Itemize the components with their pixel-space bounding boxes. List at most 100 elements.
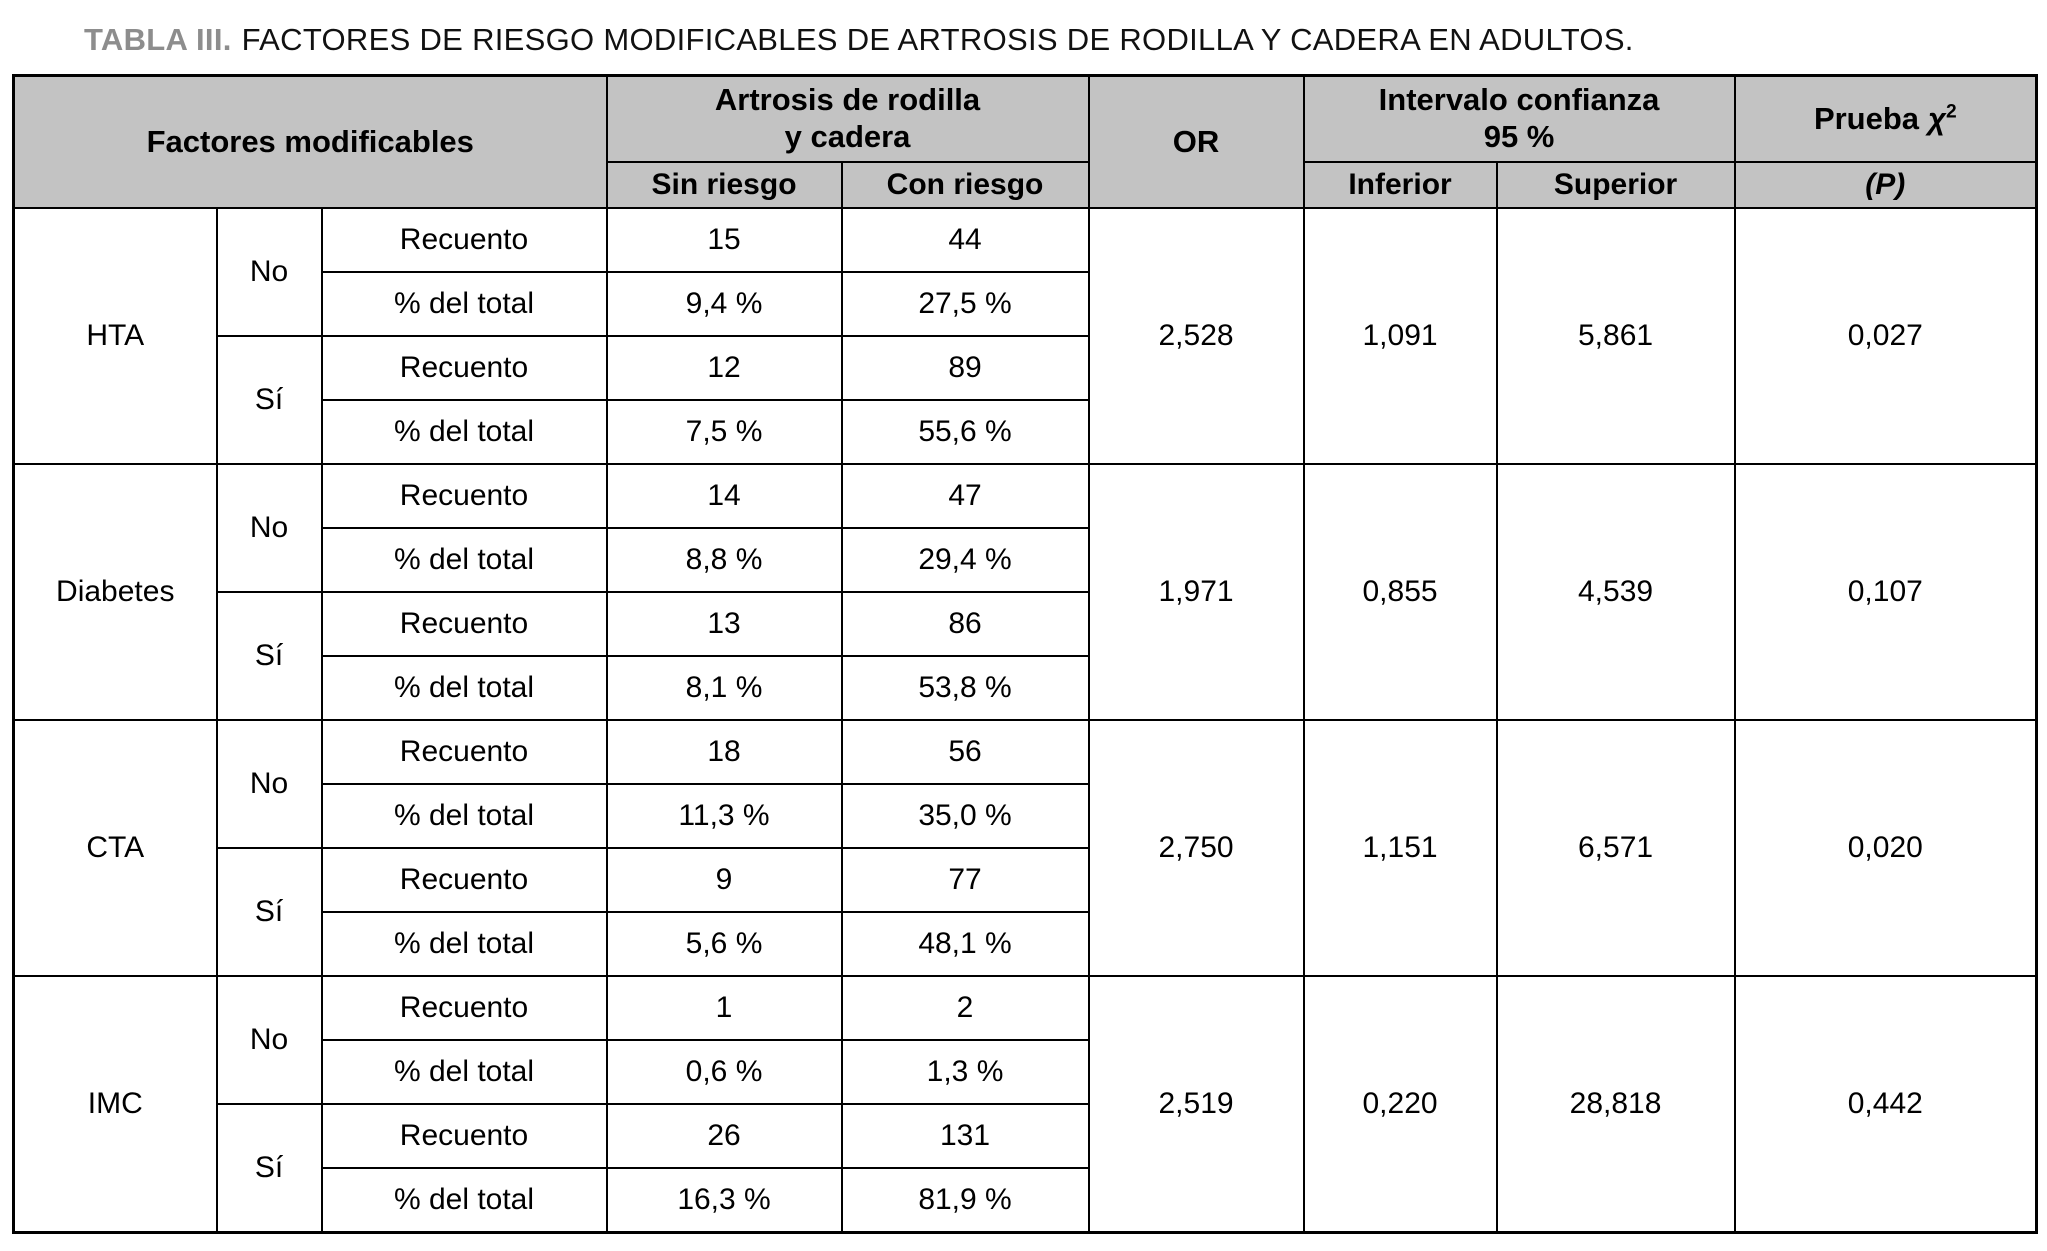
measure-label-cell: Recuento	[320, 335, 608, 401]
measure-label-cell: Recuento	[320, 975, 608, 1041]
ci-inferior-cell: 1,091	[1302, 207, 1498, 465]
measure-label-cell: Recuento	[320, 463, 608, 529]
measure-label-cell: % del total	[320, 527, 608, 593]
risk-flag-cell: No	[215, 207, 323, 337]
value-cell-sin-riesgo: 8,1 %	[605, 655, 843, 721]
chi-symbol: χ	[1928, 100, 1946, 136]
value-cell-con-riesgo: 27,5 %	[840, 271, 1090, 337]
risk-flag-cell: No	[215, 463, 323, 593]
header-intervalo-confianza: Intervalo confianza 95 %	[1302, 74, 1736, 163]
or-cell: 2,519	[1087, 975, 1305, 1234]
header-superior: Superior	[1495, 161, 1736, 209]
value-cell-con-riesgo: 86	[840, 591, 1090, 657]
value-cell-con-riesgo: 53,8 %	[840, 655, 1090, 721]
chi-exponent: 2	[1945, 101, 1957, 123]
risk-flag-cell: No	[215, 719, 323, 849]
measure-label-cell: % del total	[320, 911, 608, 977]
table-title: TABLA III. FACTORES DE RIESGO MODIFICABLE…	[12, 12, 2035, 74]
ci-superior-cell: 5,861	[1495, 207, 1736, 465]
table-row: % del total 5,6 % 48,1 %	[14, 911, 2037, 977]
measure-label-cell: % del total	[320, 271, 608, 337]
header-p-value: (P)	[1733, 161, 2038, 209]
measure-label-cell: Recuento	[320, 719, 608, 785]
table-row: CTA No Recuento 18 56 2,750 1,151 6,571 …	[12, 719, 2038, 977]
value-cell-sin-riesgo: 12	[605, 335, 843, 401]
measure-label-cell: Recuento	[320, 207, 608, 273]
p-label: (P)	[1865, 168, 1906, 201]
value-cell-con-riesgo: 55,6 %	[840, 399, 1090, 465]
value-cell-con-riesgo: 56	[840, 719, 1090, 785]
ci-inferior-cell: 0,220	[1302, 975, 1498, 1234]
value-cell-con-riesgo: 29,4 %	[840, 527, 1090, 593]
value-cell-con-riesgo: 48,1 %	[840, 911, 1090, 977]
table-title-text: FACTORES DE RIESGO MODIFICABLES DE ARTRO…	[241, 22, 1634, 57]
value-cell-con-riesgo: 2	[840, 975, 1090, 1041]
risk-flag-cell: No	[215, 975, 323, 1105]
ci-superior-cell: 6,571	[1495, 719, 1736, 977]
table-row: % del total 16,3 % 81,9 %	[14, 1167, 2037, 1234]
value-cell-con-riesgo: 81,9 %	[840, 1167, 1090, 1234]
value-cell-sin-riesgo: 8,8 %	[605, 527, 843, 593]
header-prueba-chi: Prueba χ2	[1733, 74, 2038, 163]
value-cell-sin-riesgo: 14	[605, 463, 843, 529]
header-sin-riesgo: Sin riesgo	[605, 161, 843, 209]
table-row: HTA No Recuento 15 44 2,528 1,091 5,861 …	[12, 207, 2038, 465]
measure-label-cell: % del total	[320, 655, 608, 721]
measure-label-cell: % del total	[320, 1039, 608, 1105]
risk-flag-cell: Sí	[215, 847, 323, 977]
or-cell: 1,971	[1087, 463, 1305, 721]
p-value-cell: 0,442	[1733, 975, 2038, 1234]
header-con-riesgo: Con riesgo	[840, 161, 1090, 209]
risk-flag-cell: Sí	[215, 335, 323, 465]
value-cell-sin-riesgo: 16,3 %	[605, 1167, 843, 1234]
table-number-label: TABLA III.	[84, 22, 232, 57]
table-row: % del total 8,8 % 29,4 %	[14, 527, 2037, 593]
value-cell-con-riesgo: 47	[840, 463, 1090, 529]
measure-label-cell: Recuento	[320, 1103, 608, 1169]
value-cell-sin-riesgo: 7,5 %	[605, 399, 843, 465]
table-row: Diabetes No Recuento 14 47 1,971 0,855 4…	[12, 463, 2038, 721]
prueba-label: Prueba	[1813, 100, 1920, 136]
ci-superior-cell: 28,818	[1495, 975, 1736, 1234]
table-row: % del total 9,4 % 27,5 %	[14, 271, 2037, 337]
or-cell: 2,750	[1087, 719, 1305, 977]
or-cell: 2,528	[1087, 207, 1305, 465]
ci-inferior-cell: 1,151	[1302, 719, 1498, 977]
header-factores-modificables: Factores modificables	[12, 74, 608, 209]
factor-cell: IMC	[12, 975, 218, 1234]
factor-cell: HTA	[12, 207, 218, 465]
value-cell-con-riesgo: 77	[840, 847, 1090, 913]
value-cell-sin-riesgo: 0,6 %	[605, 1039, 843, 1105]
factor-cell: Diabetes	[12, 463, 218, 721]
value-cell-sin-riesgo: 15	[605, 207, 843, 273]
table-row: Sí Recuento 26 131	[14, 1103, 2037, 1234]
measure-label-cell: % del total	[320, 783, 608, 849]
value-cell-sin-riesgo: 9,4 %	[605, 271, 843, 337]
measure-label-cell: Recuento	[320, 847, 608, 913]
ci-superior-cell: 4,539	[1495, 463, 1736, 721]
risk-flag-cell: Sí	[215, 591, 323, 721]
measure-label-cell: % del total	[320, 1167, 608, 1234]
p-value-cell: 0,107	[1733, 463, 2038, 721]
value-cell-con-riesgo: 89	[840, 335, 1090, 401]
ci-inferior-cell: 0,855	[1302, 463, 1498, 721]
value-cell-sin-riesgo: 26	[605, 1103, 843, 1169]
value-cell-sin-riesgo: 5,6 %	[605, 911, 843, 977]
factor-cell: CTA	[12, 719, 218, 977]
measure-label-cell: Recuento	[320, 591, 608, 657]
value-cell-con-riesgo: 131	[840, 1103, 1090, 1169]
table-row: Sí Recuento 12 89	[14, 335, 2037, 465]
table-row: % del total 11,3 % 35,0 %	[14, 783, 2037, 849]
table-row: % del total 7,5 % 55,6 %	[14, 399, 2037, 465]
table-row: Sí Recuento 13 86	[14, 591, 2037, 721]
risk-factors-table: Factores modificables Artrosis de rodill…	[12, 74, 2039, 1234]
value-cell-con-riesgo: 35,0 %	[840, 783, 1090, 849]
value-cell-con-riesgo: 44	[840, 207, 1090, 273]
table-row: % del total 8,1 % 53,8 %	[14, 655, 2037, 721]
table-row: IMC No Recuento 1 2 2,519 0,220 28,818 0…	[12, 975, 2038, 1234]
value-cell-sin-riesgo: 13	[605, 591, 843, 657]
value-cell-sin-riesgo: 9	[605, 847, 843, 913]
value-cell-con-riesgo: 1,3 %	[840, 1039, 1090, 1105]
table-row: % del total 0,6 % 1,3 %	[14, 1039, 2037, 1105]
